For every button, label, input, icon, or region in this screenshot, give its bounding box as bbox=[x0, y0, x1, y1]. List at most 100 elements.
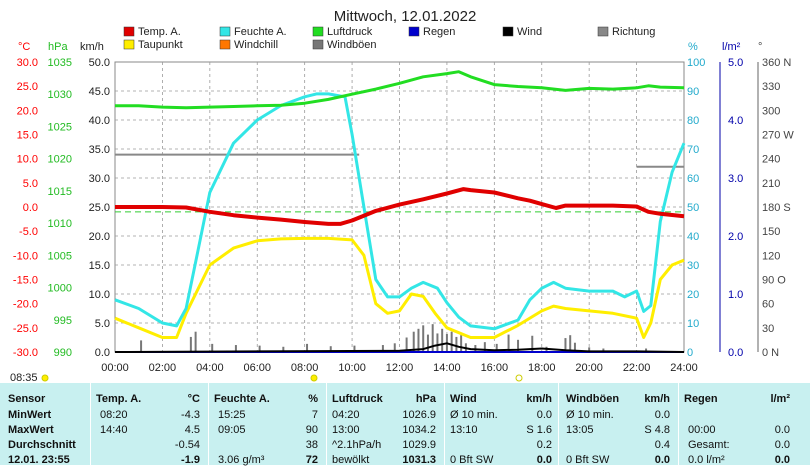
tick-label: 210 bbox=[762, 178, 780, 190]
tick-label: 1005 bbox=[48, 250, 72, 262]
tick-label: 15.0 bbox=[17, 130, 38, 142]
summary-table: Sensor Temp. A. °C Feuchte A.% Luftdruck hPa W… bbox=[0, 383, 810, 466]
pressure-value: 1034.2 bbox=[402, 424, 436, 436]
x-ticks: 00:00 02:00 04:00 06:00 08:00 10:00 12:00 14:00… bbox=[101, 362, 698, 374]
wind-value: 0.0 bbox=[536, 409, 552, 421]
tick-label: 1025 bbox=[48, 121, 72, 133]
tick-label: -25.0 bbox=[13, 323, 38, 335]
x-tick-label: 20:00 bbox=[575, 362, 603, 374]
rain-value: 0.0 bbox=[774, 454, 790, 466]
x-tick-label: 12:00 bbox=[386, 362, 414, 374]
weather-chart: Mittwoch, 12.01.2022 Temp. A. Feuchte A. L… bbox=[10, 8, 794, 383]
tick-label: 1030 bbox=[48, 89, 72, 101]
header-rain-unit: l/m² bbox=[770, 393, 790, 405]
rain-time: 0.0 l/m² bbox=[688, 454, 725, 466]
tick-label: 300 bbox=[762, 105, 780, 117]
header-rain: Regen bbox=[684, 393, 718, 405]
row-label: MaxWert bbox=[8, 424, 54, 436]
x-tick-label: 00:00 bbox=[101, 362, 129, 374]
wind-value: S 1.6 bbox=[526, 424, 552, 436]
humidity-time: 15:25 bbox=[218, 409, 246, 421]
legend-swatch bbox=[219, 26, 231, 37]
tick-label: 5.0 bbox=[728, 57, 743, 69]
header-humidity: Feuchte A. bbox=[214, 393, 270, 405]
legend-label: Richtung bbox=[612, 26, 655, 38]
axis-unit: % bbox=[688, 41, 698, 53]
pressure-time: 04:20 bbox=[332, 409, 360, 421]
humidity-value: 7 bbox=[311, 409, 318, 421]
tick-label: 60 bbox=[687, 173, 699, 185]
legend-label: Feuchte A. bbox=[234, 26, 287, 38]
tick-label: 20.0 bbox=[17, 105, 38, 117]
humidity-time: 09:05 bbox=[218, 424, 246, 436]
legend-label: Luftdruck bbox=[327, 26, 373, 38]
tick-label: 180 S bbox=[762, 202, 791, 214]
temp-value: -4.3 bbox=[181, 409, 200, 421]
header-wind-unit: km/h bbox=[526, 393, 552, 405]
chart-title: Mittwoch, 12.01.2022 bbox=[334, 8, 477, 25]
tick-label: 0 bbox=[687, 347, 693, 359]
header-temp-unit: °C bbox=[187, 393, 200, 405]
sun-markers: 08:35 bbox=[10, 372, 523, 383]
tick-label: 5.0 bbox=[95, 318, 110, 330]
tick-label: 1035 bbox=[48, 57, 72, 69]
row-label: MinWert bbox=[8, 409, 52, 421]
header-pressure-unit: hPa bbox=[415, 393, 436, 405]
tick-label: 30 bbox=[762, 323, 774, 335]
gust-value: 0.4 bbox=[654, 439, 670, 451]
tick-label: 60 bbox=[762, 299, 774, 311]
gust-value: S 4.8 bbox=[644, 424, 670, 436]
axis-unit: hPa bbox=[48, 41, 68, 53]
x-tick-label: 22:00 bbox=[623, 362, 651, 374]
tick-label: 1.0 bbox=[728, 289, 743, 301]
pressure-value: 1026.9 bbox=[402, 409, 436, 421]
legend-label: Windböen bbox=[327, 39, 377, 51]
series bbox=[114, 70, 686, 353]
column-separator bbox=[444, 383, 445, 465]
tick-label: 2.0 bbox=[728, 231, 743, 243]
tick-label: 10.0 bbox=[89, 289, 110, 301]
rain-value: 0.0 bbox=[774, 424, 790, 436]
pressure-time: ^2.1hPa/h bbox=[332, 439, 382, 451]
tick-label: 120 bbox=[762, 250, 780, 262]
humidity-value: 72 bbox=[305, 454, 318, 466]
x-tick-label: 14:00 bbox=[433, 362, 461, 374]
wind-time: 0 Bft SW bbox=[450, 454, 494, 466]
legend: Temp. A. Feuchte A. Luftdruck Regen Wind Rich… bbox=[123, 26, 655, 51]
rain-time: 00:00 bbox=[688, 424, 716, 436]
tick-label: 15.0 bbox=[89, 260, 110, 272]
legend-swatch bbox=[502, 26, 514, 37]
legend-label: Temp. A. bbox=[138, 26, 181, 38]
tick-label: 10 bbox=[687, 318, 699, 330]
sunrise-dot bbox=[41, 374, 49, 382]
column-separator bbox=[208, 383, 209, 465]
column-separator bbox=[558, 383, 559, 465]
legend-swatch bbox=[312, 39, 324, 50]
tick-label: 25.0 bbox=[89, 202, 110, 214]
tick-label: 50.0 bbox=[89, 57, 110, 69]
gust-value: 0.0 bbox=[654, 454, 670, 466]
gust-time: 0 Bft SW bbox=[566, 454, 610, 466]
header-temp: Temp. A. bbox=[96, 393, 142, 405]
pressure-value: 1031.3 bbox=[402, 454, 436, 466]
gust-time: 13:05 bbox=[566, 424, 594, 436]
humidity-value: 90 bbox=[305, 424, 318, 436]
x-tick-label: 04:00 bbox=[196, 362, 224, 374]
gust-value: 0.0 bbox=[654, 409, 670, 421]
tick-label: -20.0 bbox=[13, 299, 38, 311]
rain-value: 0.0 bbox=[774, 439, 790, 451]
tick-label: 360 N bbox=[762, 57, 791, 69]
tick-label: 30 bbox=[687, 260, 699, 272]
sunset-dot bbox=[515, 374, 523, 382]
legend-swatch bbox=[408, 26, 420, 37]
tick-label: 30.0 bbox=[17, 57, 38, 69]
sunrise-time: 08:35 bbox=[10, 372, 38, 383]
tick-label: 25.0 bbox=[17, 81, 38, 93]
series-line bbox=[114, 342, 685, 353]
temp-value: 4.5 bbox=[184, 424, 200, 436]
tick-label: 10.0 bbox=[17, 154, 38, 166]
temp-time: 14:40 bbox=[100, 424, 128, 436]
header-pressure: Luftdruck bbox=[332, 393, 383, 405]
column-separator bbox=[678, 383, 679, 465]
legend-swatch bbox=[597, 26, 609, 37]
